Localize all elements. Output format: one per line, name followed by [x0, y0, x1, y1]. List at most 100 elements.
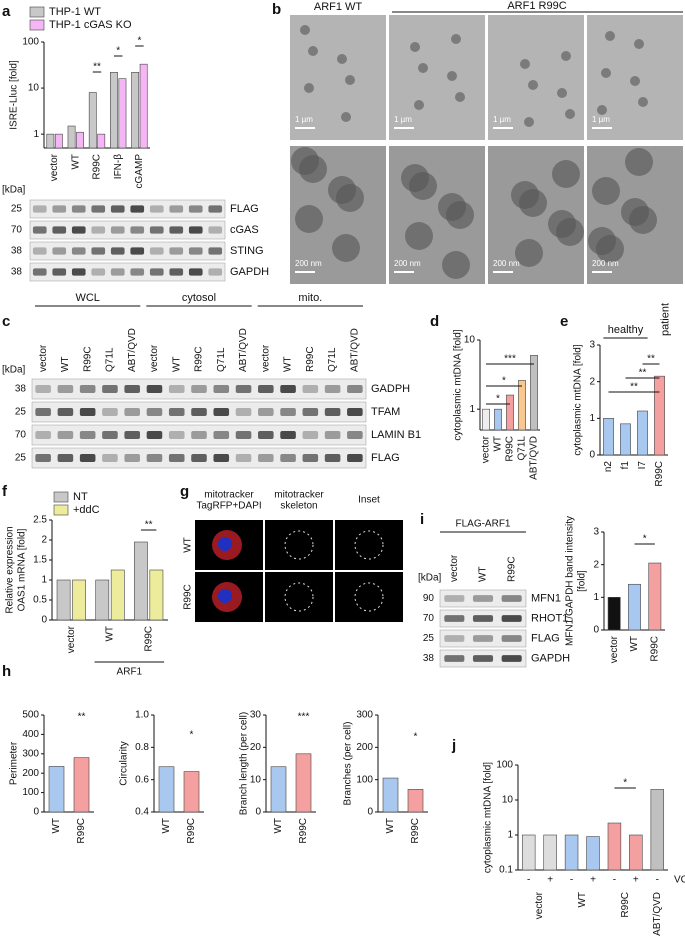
- ladder-title: [kDa]: [2, 365, 26, 376]
- group-label: vector: [534, 891, 545, 919]
- bar: [48, 766, 65, 813]
- y-tick-label: 500: [22, 710, 39, 721]
- em-organelle: [451, 34, 461, 44]
- significance: **: [93, 62, 101, 73]
- blot-band: [208, 247, 223, 255]
- y-axis-label: ISRE-Lluc [fold]: [9, 60, 20, 130]
- skeleton: [354, 530, 384, 560]
- y-tick-label: 0.8: [135, 742, 149, 753]
- bar: [54, 133, 63, 149]
- y-tick-label: 2.5: [33, 515, 47, 526]
- bar: [607, 597, 621, 631]
- em-organelle: [597, 105, 607, 115]
- nucleus: [218, 537, 232, 551]
- nucleus: [218, 589, 232, 603]
- em-organelle: [592, 177, 620, 205]
- em-image: [389, 15, 485, 140]
- blot-band: [191, 385, 207, 393]
- scale-bar-label: 1 µm: [394, 115, 412, 124]
- bar: [118, 78, 127, 149]
- x-tick-label: -: [527, 875, 530, 886]
- y-axis-label: Relative expression: [5, 526, 16, 613]
- x-tick-label: R99C: [410, 818, 421, 844]
- y-tick-label: 1.0: [135, 710, 149, 721]
- y-axis-label: [fold]: [577, 570, 588, 592]
- em-organelle: [447, 71, 457, 81]
- blot-band: [91, 205, 106, 213]
- x-tick-label: I7: [637, 461, 648, 470]
- bar: [97, 133, 106, 149]
- x-tick-label: WT: [161, 818, 172, 834]
- em-organelle: [332, 234, 360, 262]
- y-tick-label: 300: [356, 710, 373, 721]
- blot-band: [79, 385, 96, 393]
- blot-band: [168, 385, 185, 393]
- lane-label: ABT/QVD: [127, 328, 138, 372]
- bar: [110, 569, 125, 621]
- y-axis-label: MFN1/GAPDH band intensity: [565, 516, 576, 646]
- bar: [586, 836, 600, 871]
- blot-band: [149, 268, 164, 276]
- lane-label: vector: [260, 344, 271, 372]
- em-organelle: [638, 97, 648, 107]
- blot-band: [347, 408, 363, 416]
- bar: [629, 834, 643, 871]
- significance: **: [647, 354, 655, 365]
- blot-band: [347, 385, 363, 393]
- kda-label: 25: [15, 453, 27, 464]
- scale-bar-label: 1 µm: [295, 115, 313, 124]
- significance: **: [78, 712, 86, 723]
- em-organelle: [565, 109, 575, 119]
- y-tick-label: 1: [589, 413, 595, 424]
- scale-bar-label: 200 nm: [295, 259, 322, 268]
- blot-strip: [29, 199, 226, 219]
- y-tick-label: 30: [250, 710, 262, 721]
- significance: *: [190, 730, 194, 741]
- y-tick-label: 20: [250, 742, 262, 753]
- em-organelle: [528, 80, 538, 90]
- em-organelle: [515, 239, 543, 267]
- kda-label: 90: [423, 593, 435, 604]
- blot-band: [208, 226, 223, 234]
- blot-band: [110, 247, 125, 255]
- panel-label: f: [2, 483, 8, 500]
- em-organelle: [336, 184, 364, 212]
- y-tick-label: 300: [22, 748, 39, 759]
- blot-band: [32, 226, 47, 234]
- x-tick-label: +: [590, 875, 596, 886]
- blot-band: [501, 615, 522, 622]
- significance: ***: [504, 354, 516, 365]
- kda-label: 70: [423, 613, 435, 624]
- bar: [134, 541, 148, 621]
- y-tick-label: 1: [469, 404, 475, 415]
- blot-band: [258, 454, 274, 462]
- x-tick-label: WT: [273, 818, 284, 834]
- blot-band: [213, 454, 230, 462]
- y-tick-label: 3: [593, 527, 599, 538]
- blot-band: [258, 385, 274, 393]
- blot-band: [169, 226, 184, 234]
- lane-label: vector: [149, 344, 160, 372]
- x-tick-label: WT: [51, 818, 62, 834]
- blot-band: [35, 385, 51, 393]
- x-tick-label: +: [633, 875, 639, 886]
- micro-title: mitotracker: [274, 490, 324, 501]
- x-tick-label: R99C: [298, 818, 309, 844]
- y-tick-label: 0: [41, 615, 47, 626]
- em-organelle: [552, 160, 580, 188]
- em-organelle: [561, 51, 571, 61]
- kda-label: 70: [11, 225, 23, 236]
- micro-title: skeleton: [280, 501, 317, 512]
- blot-band: [79, 408, 96, 416]
- x-tick-label: f1: [620, 461, 631, 470]
- scale-bar-label: 200 nm: [394, 259, 421, 268]
- blot-band: [79, 454, 96, 462]
- lane-label: vector: [38, 344, 49, 372]
- protein-label: GADPH: [371, 383, 410, 395]
- em-organelle: [345, 75, 355, 85]
- legend-label: +ddC: [73, 504, 100, 516]
- bar: [407, 789, 424, 813]
- significance: *: [623, 778, 627, 789]
- blot-band: [110, 268, 125, 276]
